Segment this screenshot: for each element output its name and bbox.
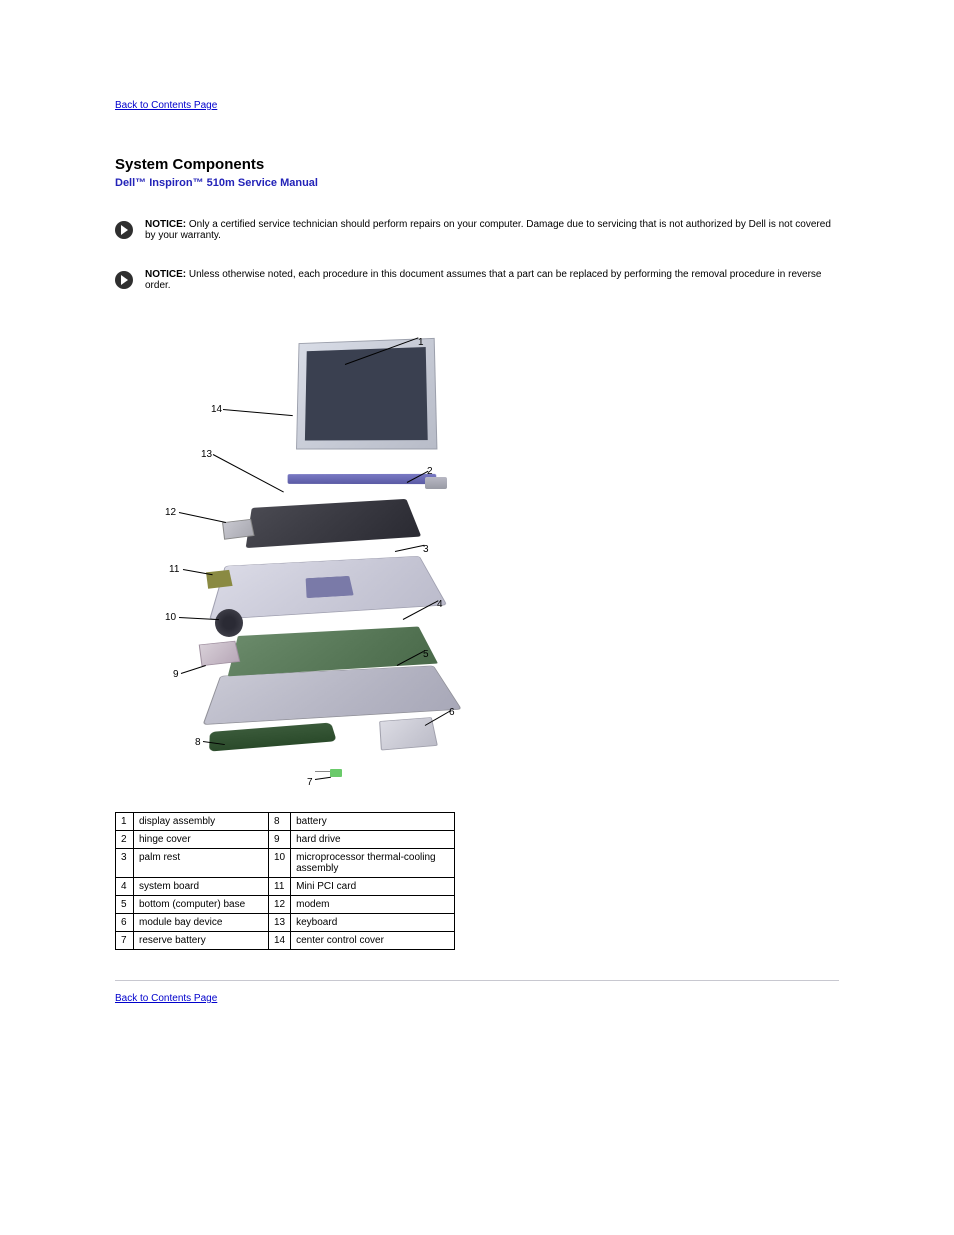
part-number: 10 — [269, 849, 291, 878]
callout-number: 12 — [165, 507, 176, 518]
part-name: bottom (computer) base — [134, 896, 269, 914]
part-keyboard — [246, 499, 422, 548]
callout-line — [179, 512, 226, 523]
table-row: 1display assembly8battery — [116, 813, 455, 831]
part-number: 5 — [116, 896, 134, 914]
part-number: 8 — [269, 813, 291, 831]
table-row: 6module bay device13keyboard — [116, 914, 455, 932]
part-number: 2 — [116, 831, 134, 849]
part-number: 6 — [116, 914, 134, 932]
part-battery — [209, 723, 337, 752]
part-name: hinge cover — [134, 831, 269, 849]
manual-subtitle: Dell™ Inspiron™ 510m Service Manual — [115, 177, 839, 189]
callout-line — [315, 777, 331, 780]
callout-number: 8 — [195, 737, 201, 748]
part-name: hard drive — [291, 831, 455, 849]
notice-text-1: NOTICE: Only a certified service technic… — [145, 219, 839, 241]
part-name: display assembly — [134, 813, 269, 831]
part-number: 7 — [116, 932, 134, 950]
part-name: microprocessor thermal-cooling assembly — [291, 849, 455, 878]
callout-number: 11 — [169, 564, 179, 575]
part-number: 1 — [116, 813, 134, 831]
callout-line — [181, 665, 206, 674]
table-row: 2hinge cover9hard drive — [116, 831, 455, 849]
part-hard-drive — [199, 641, 241, 666]
part-palm-rest — [209, 556, 447, 620]
part-number: 9 — [269, 831, 291, 849]
part-number: 12 — [269, 896, 291, 914]
callout-number: 7 — [307, 777, 313, 788]
callout-number: 1 — [418, 337, 424, 348]
callout-number: 10 — [165, 612, 176, 623]
callout-number: 5 — [423, 649, 429, 660]
part-number: 3 — [116, 849, 134, 878]
part-number: 13 — [269, 914, 291, 932]
callout-line — [213, 454, 284, 492]
callout-number: 13 — [201, 449, 212, 460]
callout-line — [223, 409, 293, 416]
separator — [115, 980, 839, 981]
callout-number: 6 — [449, 707, 455, 718]
part-mini-pci — [206, 570, 233, 589]
part-number: 11 — [269, 878, 291, 896]
part-number: 4 — [116, 878, 134, 896]
part-reserve-battery-wire — [315, 771, 331, 772]
notice-text-2: NOTICE: Unless otherwise noted, each pro… — [145, 269, 839, 291]
part-hinge-cover — [425, 477, 447, 489]
part-name: palm rest — [134, 849, 269, 878]
part-name: module bay device — [134, 914, 269, 932]
part-name: system board — [134, 878, 269, 896]
part-name: center control cover — [291, 932, 455, 950]
part-reserve-battery — [330, 769, 342, 777]
callout-number: 9 — [173, 669, 179, 680]
back-to-contents-top[interactable]: Back to Contents Page — [115, 100, 217, 111]
exploded-diagram: 1234567891011121314 — [165, 319, 475, 784]
part-name: battery — [291, 813, 455, 831]
part-name: keyboard — [291, 914, 455, 932]
notice-arrow-icon — [115, 271, 133, 289]
part-name: modem — [291, 896, 455, 914]
page-title: System Components — [115, 156, 839, 173]
part-name: reserve battery — [134, 932, 269, 950]
part-number: 14 — [269, 932, 291, 950]
table-row: 7reserve battery14center control cover — [116, 932, 455, 950]
table-row: 4system board11Mini PCI card — [116, 878, 455, 896]
parts-table: 1display assembly8battery2hinge cover9ha… — [115, 812, 455, 950]
table-row: 5bottom (computer) base12modem — [116, 896, 455, 914]
callout-number: 14 — [211, 404, 222, 415]
table-row: 3palm rest10microprocessor thermal-cooli… — [116, 849, 455, 878]
notice-row-2: NOTICE: Unless otherwise noted, each pro… — [115, 269, 839, 291]
part-display-assembly — [296, 338, 437, 450]
callout-line — [395, 545, 425, 552]
notice-arrow-icon — [115, 221, 133, 239]
part-thermal-cooling — [215, 609, 243, 637]
back-to-contents-bottom[interactable]: Back to Contents Page — [115, 993, 217, 1004]
notice-row-1: NOTICE: Only a certified service technic… — [115, 219, 839, 241]
part-name: Mini PCI card — [291, 878, 455, 896]
